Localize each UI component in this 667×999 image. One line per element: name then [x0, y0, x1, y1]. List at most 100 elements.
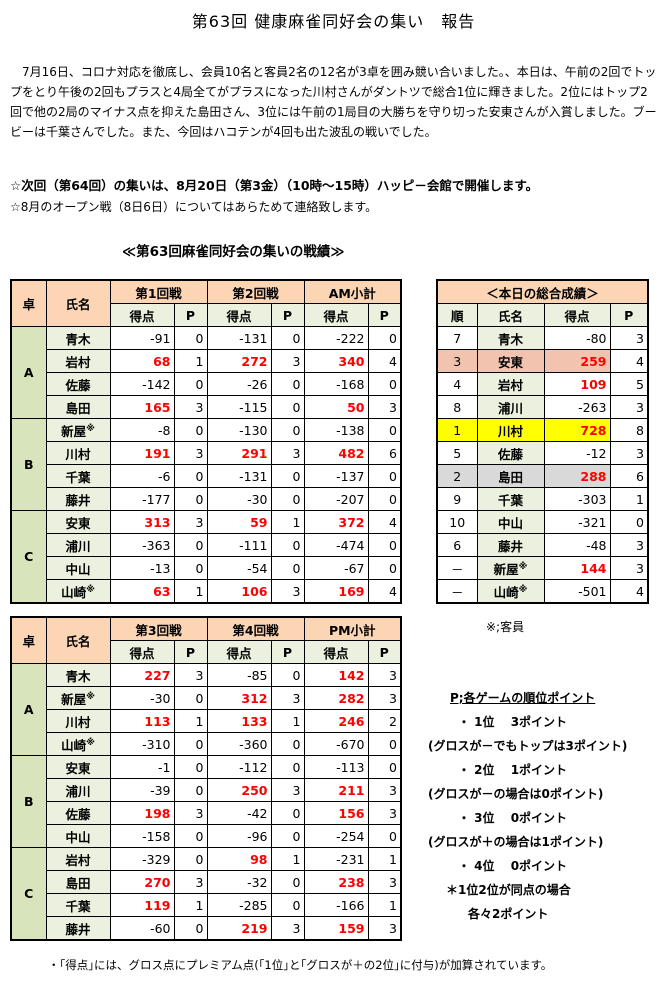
- total-points-cell: 0: [609, 510, 649, 534]
- score-cell: -158: [109, 824, 175, 848]
- total-score-cell: 259: [543, 349, 611, 373]
- player-name: 佐藤: [65, 806, 91, 822]
- score-cell: -310: [109, 732, 175, 756]
- points-header: P: [173, 303, 208, 327]
- table-row: A 青木 -91 0 -131 0 -222 0: [10, 326, 402, 419]
- points-header: P: [270, 640, 305, 664]
- score-header: 得点: [303, 303, 369, 327]
- subtotal-points-cell: 3: [367, 663, 402, 687]
- subtotal-score-cell: -113: [303, 755, 369, 779]
- score-cell: 227: [109, 663, 175, 687]
- rank-cell: 8: [436, 395, 478, 419]
- subtotal-score-cell: 372: [303, 510, 369, 534]
- points-cell: 3: [270, 349, 305, 373]
- game4-header: 第4回戦: [206, 616, 305, 641]
- score-cell: 106: [206, 579, 272, 604]
- rank-cell: －: [436, 579, 478, 604]
- points-cell: 0: [270, 801, 305, 825]
- game3-header: 第3回戦: [109, 616, 208, 641]
- points-cell: 0: [173, 778, 208, 802]
- total-points-cell: 3: [609, 441, 649, 465]
- subtotal-points-cell: 2: [367, 709, 402, 733]
- player-name-cell: 新屋※: [476, 556, 545, 580]
- score-cell: -39: [109, 778, 175, 802]
- player-name: 中山: [497, 515, 523, 531]
- guest-mark: ※: [86, 584, 95, 595]
- score-cell: 63: [109, 579, 175, 604]
- table-row: A 青木 227 3 -85 0 142 3: [10, 663, 402, 756]
- player-name-cell: 島田: [476, 464, 545, 488]
- col-name-header: 氏名: [45, 279, 111, 327]
- points-cell: 3: [173, 441, 208, 465]
- points-cell: 0: [270, 755, 305, 779]
- player-name-cell: 新屋※: [45, 686, 111, 710]
- player-name-cell: 浦川: [476, 395, 545, 419]
- score-cell: -91: [109, 326, 175, 350]
- player-name-cell: 青木: [476, 326, 545, 350]
- player-name-cell: 佐藤: [476, 441, 545, 465]
- points-header: P: [609, 303, 649, 327]
- player-name: 山崎: [61, 584, 87, 600]
- table-label: A: [10, 326, 47, 419]
- subtotal-score-cell: 142: [303, 663, 369, 687]
- subtotal-points-cell: 0: [367, 732, 402, 756]
- score-cell: 219: [206, 916, 272, 941]
- guest-mark: ※: [86, 423, 95, 434]
- table-row: 1 川村 728 8: [436, 418, 649, 442]
- table-row: 藤井 -177 0 -30 0 -207 0: [11, 487, 402, 511]
- points-cell: 0: [270, 663, 305, 687]
- rank-cell: 3: [436, 349, 478, 373]
- total-score-cell: 288: [543, 464, 611, 488]
- score-cell: -111: [206, 533, 272, 557]
- score-cell: 113: [109, 709, 175, 733]
- points-cell: 1: [270, 847, 305, 871]
- player-name: 島田: [65, 400, 91, 416]
- score-cell: -30: [109, 686, 175, 710]
- score-cell: 165: [109, 395, 175, 419]
- points-cell: 0: [270, 556, 305, 580]
- table-row: 島田 270 3 -32 0 238 3: [11, 870, 402, 894]
- table-row: 佐藤 -142 0 -26 0 -168 0: [11, 372, 402, 396]
- points-header: P: [367, 303, 402, 327]
- player-name: 浦川: [65, 538, 91, 554]
- open-match-notice: ☆8月のオープン戦（8日6日）についてはあらためて連絡致します。: [10, 200, 378, 214]
- col-name-header: 氏名: [45, 616, 111, 664]
- subtotal-score-cell: -138: [303, 418, 369, 442]
- points-cell: 0: [270, 893, 305, 917]
- total-points-cell: 3: [609, 395, 649, 419]
- points-cell: 0: [173, 556, 208, 580]
- points-header: P: [173, 640, 208, 664]
- table-label: A: [10, 663, 47, 756]
- points-cell: 3: [270, 441, 305, 465]
- total-points-cell: 4: [609, 349, 649, 373]
- total-points-cell: 3: [609, 533, 649, 557]
- player-name-cell: 青木: [45, 663, 111, 687]
- subtotal-score-cell: 340: [303, 349, 369, 373]
- player-name: 岩村: [65, 852, 91, 868]
- player-name: 藤井: [65, 492, 91, 508]
- player-name-cell: 千葉: [45, 464, 111, 488]
- score-cell: -6: [109, 464, 175, 488]
- player-name: 千葉: [65, 469, 91, 485]
- pm-results-table: 卓 氏名 第3回戦 第4回戦 PM小計 得点 P 得点 P 得点 P A 青木 22…: [10, 616, 402, 941]
- player-name: 川村: [497, 423, 523, 439]
- subtotal-points-cell: 0: [367, 556, 402, 580]
- player-name: 中山: [65, 829, 91, 845]
- subtotal-points-cell: 3: [367, 778, 402, 802]
- table-row: 7 青木 -80 3: [436, 326, 649, 350]
- total-points-cell: 3: [609, 326, 649, 350]
- player-name: 佐藤: [65, 377, 91, 393]
- player-name-cell: 山崎※: [476, 579, 545, 604]
- points-cell: 1: [270, 510, 305, 534]
- next-meeting-notice: ☆次回（第64回）の集いは、8月20日（第3金）（10時〜15時）ハッピ－会館で…: [10, 178, 539, 193]
- rank-cell: 10: [436, 510, 478, 534]
- player-name-cell: 中山: [45, 824, 111, 848]
- rank-header: 順: [436, 303, 478, 327]
- subtotal-points-cell: 0: [367, 418, 402, 442]
- table-row: 中山 -13 0 -54 0 -67 0: [11, 556, 402, 580]
- score-cell: 313: [109, 510, 175, 534]
- rank-cell: 9: [436, 487, 478, 511]
- guest-note: ※;客員: [486, 620, 525, 634]
- subtotal-score-cell: 159: [303, 916, 369, 941]
- player-name: 青木: [65, 331, 91, 347]
